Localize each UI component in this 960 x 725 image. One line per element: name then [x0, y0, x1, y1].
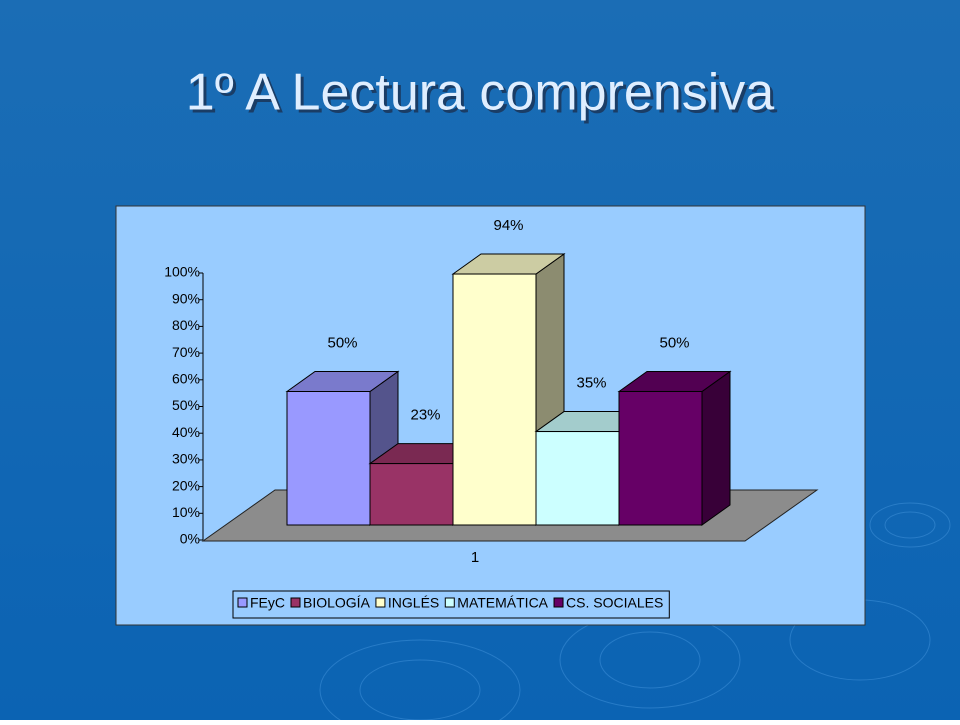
y-tick-label: 80%: [172, 317, 200, 333]
legend-label: CS. SOCIALES: [566, 595, 663, 611]
data-label: 50%: [659, 334, 689, 351]
bar: [535, 431, 620, 526]
ripples: [319, 502, 951, 725]
y-tick-label: 30%: [172, 451, 200, 467]
legend-label: FEyC: [250, 595, 285, 611]
data-label: 23%: [410, 407, 440, 424]
legend-label: MATEMÁTICA: [457, 595, 548, 611]
y-tick-label: 50%: [172, 397, 200, 413]
bar: [286, 391, 371, 526]
legend-swatch: [237, 597, 248, 608]
bar-side: [701, 370, 731, 526]
data-label: 50%: [327, 334, 357, 351]
legend-swatch: [375, 597, 386, 608]
legend-label: BIOLOGÍA: [303, 595, 371, 611]
title: 1º A Lectura comprensiva: [186, 64, 775, 122]
y-tick-label: 0%: [180, 531, 200, 547]
bar: [369, 463, 454, 526]
legend-label: INGLÉS: [388, 595, 439, 611]
y-tick-label: 60%: [172, 371, 200, 387]
title-shadow: 1º A Lectura comprensiva: [189, 67, 778, 125]
y-tick-label: 70%: [172, 344, 200, 360]
legend-swatch: [553, 597, 564, 608]
bar: [618, 391, 703, 526]
legend-swatch: [444, 597, 455, 608]
x-tick-label: 1: [471, 549, 479, 566]
y-tick-label: 40%: [172, 424, 200, 440]
y-tick-label: 20%: [172, 477, 200, 493]
y-tick-label: 90%: [172, 290, 200, 306]
y-tick-label: 10%: [172, 504, 200, 520]
legend-swatch: [290, 597, 301, 608]
data-label: 35%: [576, 375, 606, 392]
bar: [452, 273, 537, 526]
data-label: 94%: [493, 217, 523, 234]
y-tick-label: 100%: [164, 264, 200, 280]
